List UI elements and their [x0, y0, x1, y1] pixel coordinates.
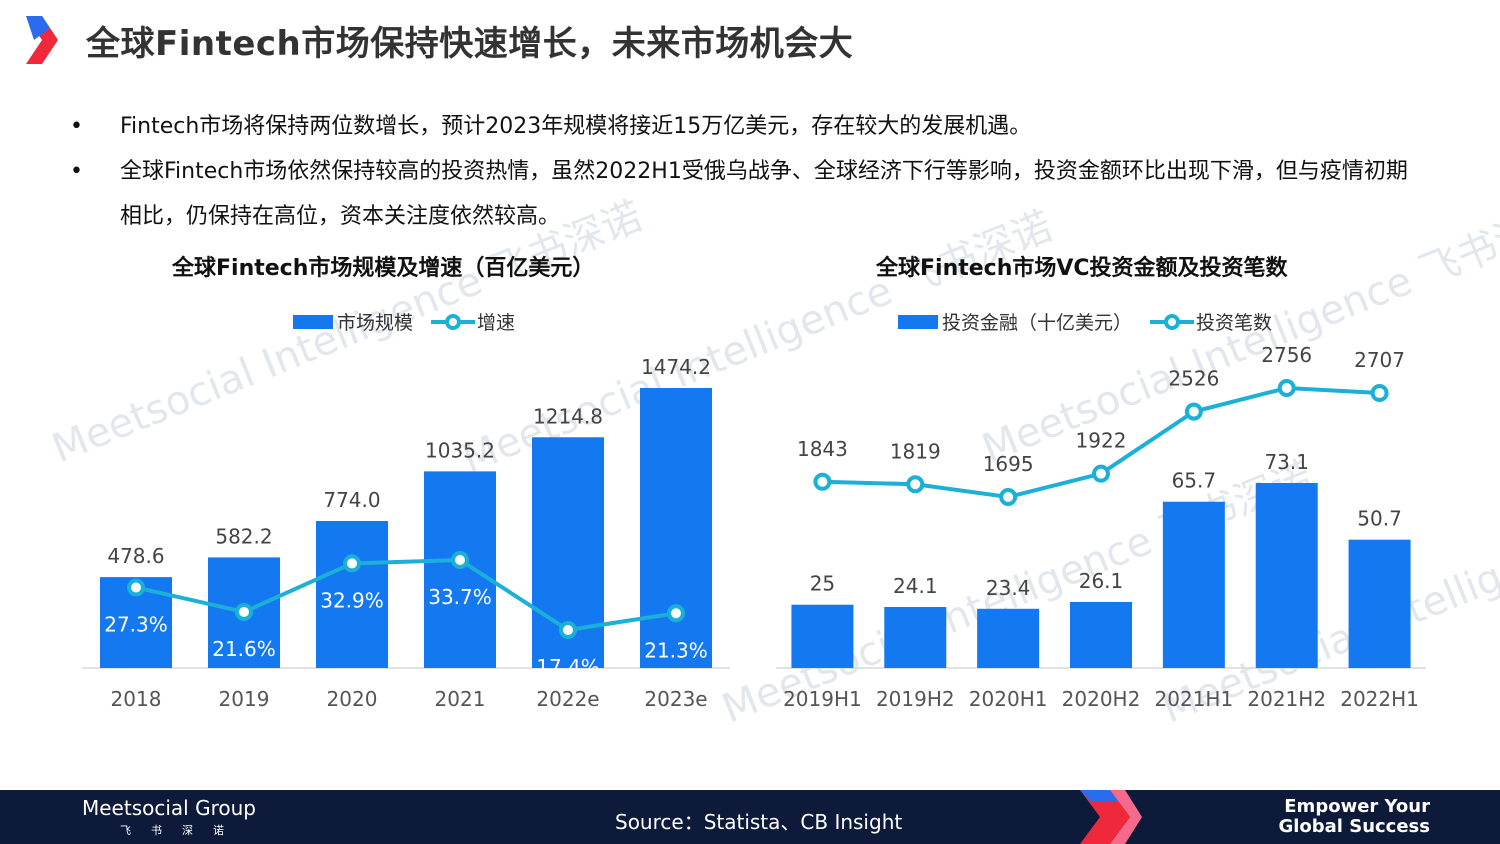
x-tick-label: 2020H2: [1062, 687, 1141, 711]
bar-value-label: 26.1: [1079, 569, 1124, 593]
bar-value-label: 774.0: [323, 488, 380, 512]
legend-label: 投资金融（十亿美元）: [942, 312, 1133, 334]
brand-logo-icon: [26, 16, 58, 64]
x-tick-label: 2020H1: [969, 687, 1048, 711]
line-value-label: 2526: [1168, 367, 1219, 391]
bar: [316, 520, 388, 668]
line-point: [451, 551, 469, 569]
x-tick-label: 2023e: [644, 687, 707, 711]
legend-line-swatch: [1150, 313, 1195, 330]
bar-value-label: 582.2: [215, 524, 272, 548]
line-value-label: 2756: [1261, 343, 1312, 367]
bar-value-label: 478.6: [107, 544, 164, 568]
bar-value-label: 23.4: [986, 576, 1031, 600]
bar: [640, 388, 712, 668]
bar-value-label: 50.7: [1357, 507, 1402, 531]
bar-value-label: 1035.2: [425, 438, 495, 462]
line-value-label: 17.4%: [536, 655, 600, 679]
series-line: [135, 557, 677, 633]
x-tick-label: 2021: [435, 687, 486, 711]
line-point: [559, 621, 577, 639]
bullet-dot: •: [70, 114, 83, 139]
bar-value-label: 73.1: [1264, 450, 1309, 474]
bar: [1162, 501, 1225, 668]
x-tick-label: 2022e: [536, 687, 599, 711]
line-point: [1184, 402, 1203, 421]
x-tick-label: 2018: [111, 687, 162, 711]
line-value-label: 27.3%: [104, 612, 168, 636]
line-value-label: 1922: [1076, 429, 1127, 453]
line-point: [1277, 379, 1296, 397]
slogan-line: Empower Your: [1284, 796, 1430, 817]
bar: [884, 607, 947, 668]
line-value-label: 21.3%: [644, 638, 708, 662]
bullet-text: 全球Fintech市场依然保持较高的投资热情，虽然2022H1受俄乌战争、全球经…: [120, 159, 1408, 229]
chart-1-legend: 市场规模 增速: [293, 308, 515, 335]
line-value-label: 21.6%: [212, 637, 276, 661]
line-value-label: 1819: [890, 439, 941, 463]
x-tick-label: 2019: [219, 687, 270, 711]
legend-line-swatch: [431, 313, 476, 330]
bullet-item: • 全球Fintech市场依然保持较高的投资热情，虽然2022H1受俄乌战争、全…: [70, 149, 1410, 239]
legend-label: 增速: [477, 312, 516, 334]
bullet-item: • Fintech市场将保持两位数增长，预计2023年规模将接近15万亿美元，存…: [70, 104, 1410, 149]
bar: [977, 608, 1040, 668]
bar: [1070, 601, 1132, 668]
bullet-text: Fintech市场将保持两位数增长，预计2023年规模将接近15万亿美元，存在较…: [120, 114, 1032, 139]
bullet-dot: •: [70, 159, 83, 184]
slogan-line: Global Success: [1278, 816, 1430, 837]
line-point: [127, 578, 145, 597]
footer-bar: Meetsocial Group 飞书深诺 Source：Statista、CB…: [0, 790, 1500, 844]
line-point: [906, 475, 925, 494]
legend-label: 市场规模: [337, 312, 414, 334]
bar-value-label: 1474.2: [641, 355, 711, 379]
x-tick-label: 2021H2: [1247, 687, 1326, 711]
line-value-label: 2707: [1354, 348, 1405, 372]
bar-value-label: 1214.8: [533, 404, 603, 428]
line-value-label: 1843: [797, 437, 848, 461]
legend-label: 投资笔数: [1196, 312, 1273, 334]
bar-value-label: 65.7: [1172, 469, 1217, 493]
chart-2-title: 全球Fintech市场VC投资金额及投资笔数: [876, 256, 1288, 281]
bar: [1255, 483, 1318, 668]
bar-value-label: 24.1: [893, 574, 938, 598]
bar: [424, 471, 496, 668]
footer-brand: Meetsocial Group: [82, 796, 256, 820]
source-note: Source：Statista、CB Insight: [615, 810, 903, 834]
footer-brand-sub: 飞书深诺: [120, 824, 244, 837]
x-tick-label: 2019H1: [783, 687, 862, 711]
line-point: [999, 488, 1018, 506]
line-point: [1092, 464, 1110, 483]
bar-value-label: 25: [810, 572, 835, 596]
chart-1-title: 全球Fintech市场规模及增速（百亿美元）: [172, 256, 595, 281]
line-point: [667, 604, 685, 623]
line-point: [1370, 384, 1389, 403]
bar: [1348, 539, 1411, 668]
x-tick-label: 2020: [327, 687, 378, 711]
line-value-label: 32.9%: [320, 588, 384, 612]
bar: [791, 604, 854, 668]
bullet-list: • Fintech市场将保持两位数增长，预计2023年规模将接近15万亿美元，存…: [70, 104, 1410, 239]
line-point: [343, 554, 361, 573]
legend-bar-swatch: [293, 314, 333, 329]
x-tick-label: 2019H2: [876, 687, 955, 711]
line-value-label: 33.7%: [428, 585, 492, 609]
line-point: [235, 602, 253, 621]
x-tick-label: 2021H1: [1155, 687, 1234, 711]
line-point: [813, 472, 832, 491]
line-value-label: 1695: [983, 452, 1034, 476]
x-tick-label: 2022H1: [1340, 687, 1419, 711]
legend-bar-swatch: [898, 314, 938, 329]
footer-slogan: Empower Your Global Success: [1278, 797, 1430, 837]
charts-canvas: 478.6 2018 582.2 2019 774.0 2020 1035.2 2021 121…: [82, 343, 1426, 711]
chart-2-legend: 投资金融（十亿美元） 投资笔数: [898, 308, 1272, 335]
footer-deco-icon: [1080, 790, 1142, 844]
page-title: 全球Fintech市场保持快速增长，未来市场机会大: [86, 24, 854, 64]
